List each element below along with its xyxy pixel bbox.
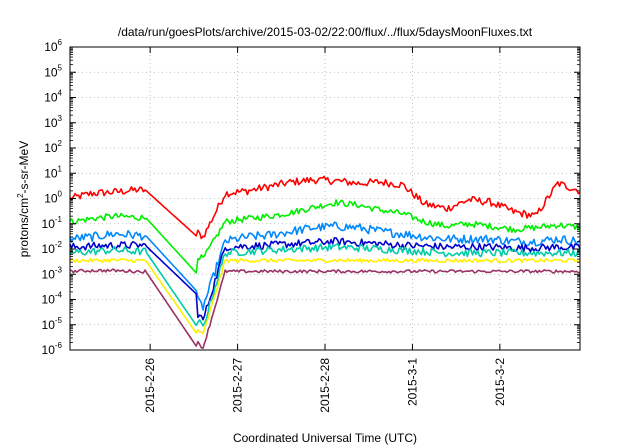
y-tick-label: 106 bbox=[44, 38, 62, 54]
x-tick-label: 2015-3-1 bbox=[405, 358, 419, 406]
y-tick-label-base: 10 bbox=[42, 343, 56, 357]
axis-ticks bbox=[70, 46, 580, 351]
y-tick-label-exponent: -6 bbox=[55, 341, 63, 350]
x-tick-label: 2015-2-27 bbox=[231, 358, 245, 413]
y-tick-labels: 10-610-510-410-310-210-11001011021031041… bbox=[42, 38, 63, 357]
y-tick-label-exponent: -5 bbox=[55, 316, 63, 325]
y-tick-label: 10-6 bbox=[42, 341, 63, 357]
series-line-1 bbox=[69, 199, 581, 274]
y-tick-label-exponent: -2 bbox=[55, 240, 63, 249]
series-line-5 bbox=[69, 257, 581, 335]
y-tick-label-base: 10 bbox=[44, 91, 58, 105]
y-tick-label-base: 10 bbox=[44, 141, 58, 155]
y-tick-label-exponent: 2 bbox=[58, 139, 63, 148]
y-tick-label-base: 10 bbox=[42, 267, 56, 281]
y-tick-label-base: 10 bbox=[44, 192, 58, 206]
series-line-2 bbox=[69, 221, 581, 311]
y-tick-label: 10-4 bbox=[42, 291, 63, 307]
y-tick-label-exponent: 6 bbox=[58, 38, 63, 47]
y-axis-label-prefix: protons/cm bbox=[17, 198, 31, 257]
y-tick-label-base: 10 bbox=[44, 40, 58, 54]
x-tick-label: 2015-2-28 bbox=[318, 358, 332, 413]
y-tick-label-base: 10 bbox=[44, 116, 58, 130]
y-axis-label-sup: 2 bbox=[16, 193, 25, 198]
x-tick-label: 2015-3-2 bbox=[493, 358, 507, 406]
series-line-3 bbox=[69, 237, 581, 321]
y-tick-label-exponent: 1 bbox=[58, 164, 63, 173]
y-tick-label: 100 bbox=[44, 190, 62, 206]
chart-title: /data/run/goesPlots/archive/2015-03-02/2… bbox=[118, 25, 533, 39]
y-tick-label-exponent: 5 bbox=[58, 63, 63, 72]
y-tick-label-exponent: 4 bbox=[58, 89, 63, 98]
y-tick-label-exponent: -3 bbox=[55, 265, 63, 274]
y-tick-label-exponent: 3 bbox=[58, 114, 63, 123]
series-layer bbox=[69, 175, 581, 350]
x-tick-labels: 2015-2-26 2015-2-27 2015-2-28 2015-3-1 2015-… bbox=[143, 358, 507, 413]
y-tick-label: 10-2 bbox=[42, 240, 63, 256]
y-axis-label: protons/cm2-s-sr-MeV bbox=[16, 141, 31, 257]
y-axis-label-suffix: -s-sr-MeV bbox=[17, 141, 31, 194]
series-line-0 bbox=[69, 175, 581, 240]
y-tick-label: 105 bbox=[44, 63, 62, 79]
y-tick-label-exponent: -4 bbox=[55, 291, 63, 300]
x-axis-label: Coordinated Universal Time (UTC) bbox=[233, 431, 417, 445]
grid-lines bbox=[70, 47, 580, 350]
y-tick-label: 103 bbox=[44, 114, 62, 130]
series-line-6 bbox=[69, 268, 581, 350]
x-tick-label: 2015-2-26 bbox=[143, 358, 157, 413]
y-tick-label: 102 bbox=[44, 139, 62, 155]
y-tick-label: 104 bbox=[44, 89, 62, 105]
y-tick-label: 101 bbox=[44, 164, 62, 180]
y-tick-label-exponent: 0 bbox=[58, 190, 63, 199]
y-tick-label: 10-3 bbox=[42, 265, 63, 281]
y-tick-label-base: 10 bbox=[42, 217, 56, 231]
series-line-4 bbox=[69, 242, 581, 327]
y-tick-label-base: 10 bbox=[44, 65, 58, 79]
y-tick-label-base: 10 bbox=[42, 242, 56, 256]
y-tick-label-base: 10 bbox=[42, 318, 56, 332]
y-tick-label-base: 10 bbox=[44, 166, 58, 180]
y-tick-label-base: 10 bbox=[42, 293, 56, 307]
y-tick-label-exponent: -1 bbox=[55, 215, 63, 224]
y-tick-label: 10-5 bbox=[42, 316, 63, 332]
y-tick-label: 10-1 bbox=[42, 215, 63, 231]
